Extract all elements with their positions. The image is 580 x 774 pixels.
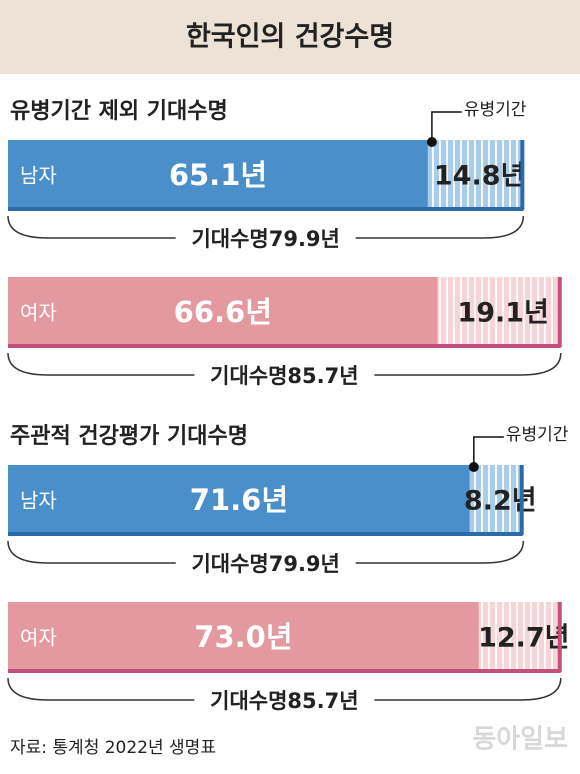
annotation-line bbox=[431, 111, 462, 142]
annotation: 유병기간 bbox=[506, 425, 569, 445]
value-label: 14.8년 bbox=[434, 161, 525, 192]
bar-segment bbox=[8, 465, 470, 535]
bar-edge bbox=[8, 669, 561, 673]
bar-edge bbox=[8, 532, 523, 536]
category-label: 남자 bbox=[20, 164, 57, 188]
source: 자료: 통계청 2022년 생명표 bbox=[10, 738, 216, 758]
value-label: 65.1년 bbox=[169, 158, 267, 192]
category-label: 여자 bbox=[20, 301, 57, 325]
bar-end bbox=[557, 277, 562, 347]
total-label-bg bbox=[194, 363, 375, 389]
value-label: 66.6년 bbox=[174, 295, 272, 329]
total-label: 기대수명85.7년 bbox=[210, 689, 358, 713]
value-label: 8.2년 bbox=[464, 486, 537, 517]
watermark: 동아일보 bbox=[472, 725, 568, 755]
annotation: 유병기간 bbox=[464, 100, 527, 120]
bar-segment bbox=[437, 277, 561, 347]
bar-edge bbox=[8, 344, 561, 348]
page-title: 한국인의 건강수명 bbox=[186, 22, 394, 53]
bar-end bbox=[519, 465, 524, 535]
bar-end bbox=[557, 602, 562, 672]
bar-segment bbox=[8, 140, 428, 210]
total-label-bg bbox=[194, 688, 375, 714]
total-label-bg bbox=[175, 551, 356, 577]
chart-subtitle: 유병기간 제외 기대수명 bbox=[10, 99, 228, 124]
annotation-line bbox=[473, 436, 504, 467]
bar-segment bbox=[8, 602, 479, 672]
total-label: 기대수명85.7년 bbox=[210, 364, 358, 388]
bar-end bbox=[520, 140, 525, 210]
bar-segment bbox=[469, 465, 523, 535]
chart-subtitle: 주관적 건강평가 기대수명 bbox=[10, 424, 248, 449]
category-label: 남자 bbox=[20, 489, 57, 513]
total-label-bg bbox=[175, 226, 356, 252]
value-label: 71.6년 bbox=[190, 483, 288, 517]
bar-segment bbox=[478, 602, 561, 672]
value-label: 19.1년 bbox=[457, 298, 548, 329]
value-label: 73.0년 bbox=[194, 620, 292, 654]
bar-segment bbox=[427, 140, 524, 210]
category-label: 여자 bbox=[20, 626, 57, 650]
total-label: 기대수명79.9년 bbox=[191, 552, 339, 576]
bar-edge bbox=[8, 207, 524, 211]
title-band bbox=[0, 0, 580, 74]
total-label: 기대수명79.9년 bbox=[191, 227, 339, 251]
value-label: 12.7년 bbox=[478, 623, 569, 654]
bar-segment bbox=[8, 277, 438, 347]
